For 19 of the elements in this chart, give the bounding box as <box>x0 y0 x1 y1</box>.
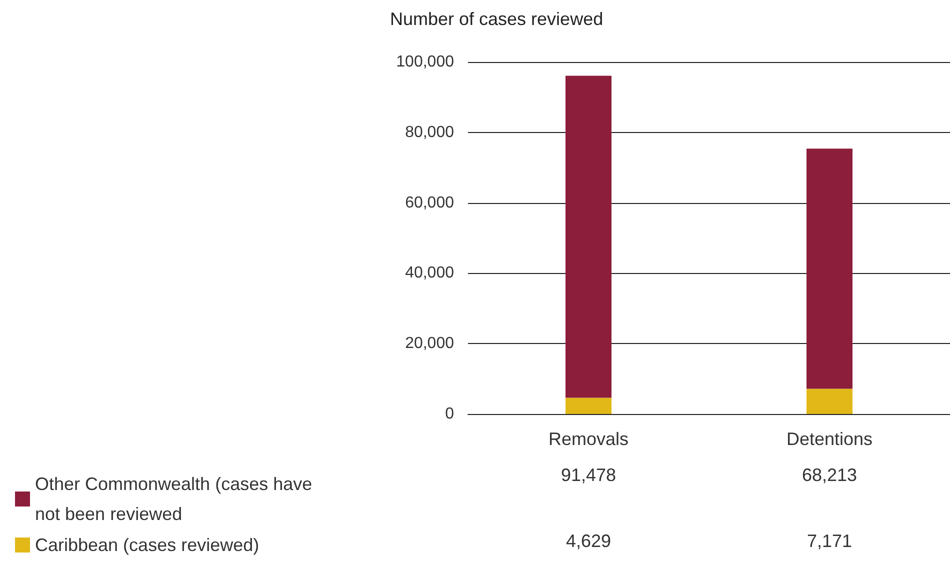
y-tick-label: 80,000 <box>405 124 454 141</box>
x-tick-label: Removals <box>548 429 629 449</box>
y-tick-label: 0 <box>445 406 454 422</box>
data-label: 68,213 <box>802 465 858 485</box>
data-label: 91,478 <box>560 465 616 485</box>
y-axis-title: Number of cases reviewed <box>390 9 604 29</box>
bar <box>566 398 612 414</box>
y-tick-label: 100,000 <box>396 54 454 70</box>
data-label: 7,171 <box>806 531 852 551</box>
y-tick-label: 20,000 <box>405 335 454 352</box>
bar <box>806 388 852 414</box>
y-tick-label: 40,000 <box>405 264 454 282</box>
bar <box>806 148 852 389</box>
y-tick-label: 60,000 <box>405 194 454 212</box>
data-label: 4,629 <box>566 531 612 551</box>
bar <box>566 76 612 398</box>
legend-label: Other Commonwealth (cases have not been reviewed <box>35 474 318 524</box>
x-tick-label: Detentions <box>786 429 873 449</box>
legend-label: Caribbean (cases reviewed) <box>35 535 260 555</box>
